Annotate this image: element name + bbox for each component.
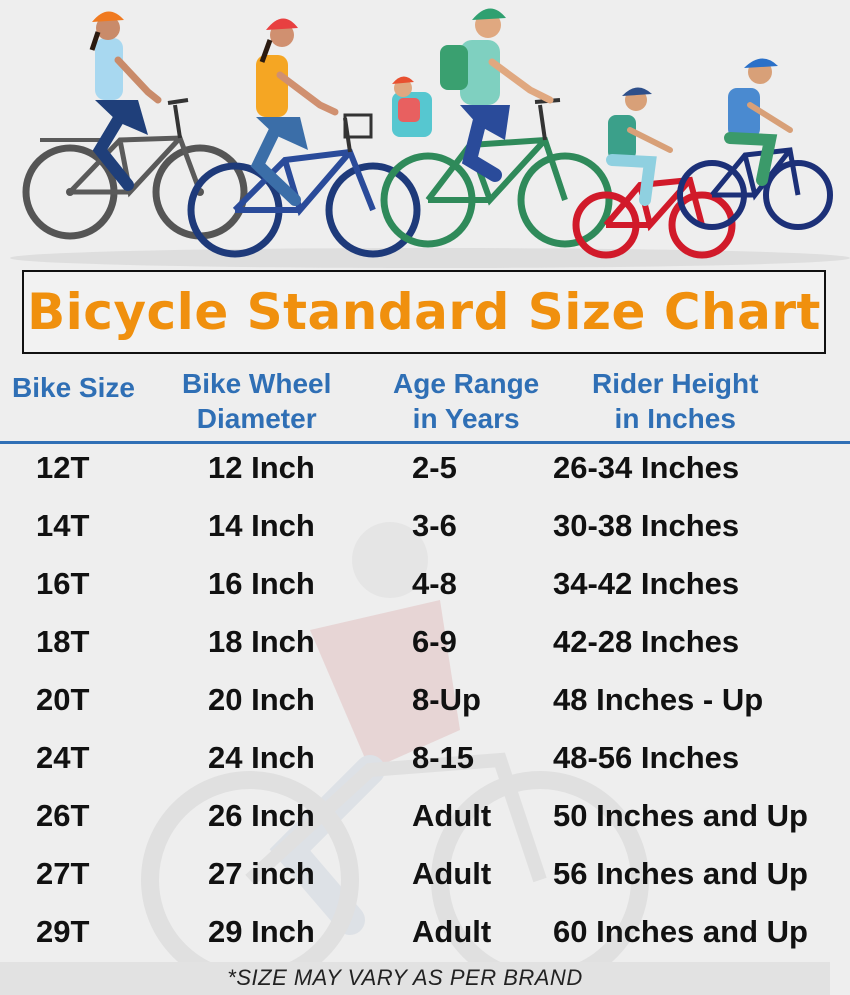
header-age-range-line2: in Years: [412, 403, 520, 434]
navy-bike-icon: [677, 147, 833, 230]
cell-bike-size: 12T: [36, 450, 90, 485]
header-divider: [0, 441, 850, 444]
cell-rider-height: 60 Inches and Up: [553, 914, 808, 949]
header-age-range: Age Range in Years: [393, 366, 539, 436]
cell-bike-size: 27T: [36, 856, 90, 891]
cell-rider-height: 50 Inches and Up: [553, 798, 808, 833]
size-table: 12T 12 Inch 2-5 26-34 Inches 14T 14 Inch…: [0, 447, 850, 969]
cell-wheel-diameter: 20 Inch: [208, 682, 315, 717]
cell-wheel-diameter: 29 Inch: [208, 914, 315, 949]
cell-bike-size: 20T: [36, 682, 90, 717]
cyclists-illustration: [10, 8, 850, 268]
cell-wheel-diameter: 12 Inch: [208, 450, 315, 485]
header-bike-size-line1: Bike Size: [12, 372, 135, 403]
table-row: 16T 16 Inch 4-8 34-42 Inches: [0, 563, 850, 621]
blue-bike-icon: [187, 113, 421, 258]
cell-age-range: 8-Up: [412, 682, 481, 717]
cell-bike-size: 26T: [36, 798, 90, 833]
table-row: 26T 26 Inch Adult 50 Inches and Up: [0, 795, 850, 853]
header-bike-size: Bike Size: [12, 370, 135, 405]
cell-rider-height: 42-28 Inches: [553, 624, 740, 659]
rider-man-backpack-icon: [392, 8, 554, 182]
header-rider-height: Rider Height in Inches: [592, 366, 758, 436]
table-row: 29T 29 Inch Adult 60 Inches and Up: [0, 911, 850, 969]
cell-bike-size: 24T: [36, 740, 90, 775]
cell-age-range: 2-5: [412, 450, 457, 485]
header-rider-height-line2: in Inches: [614, 403, 736, 434]
table-row: 14T 14 Inch 3-6 30-38 Inches: [0, 505, 850, 563]
cell-age-range: 6-9: [412, 624, 457, 659]
cell-wheel-diameter: 16 Inch: [208, 566, 315, 601]
cell-bike-size: 14T: [36, 508, 90, 543]
rider-boy-blue-icon: [724, 58, 793, 186]
footnote-bar: [0, 962, 830, 995]
table-row: 20T 20 Inch 8-Up 48 Inches - Up: [0, 679, 850, 737]
cell-age-range: 4-8: [412, 566, 457, 601]
cell-age-range: Adult: [412, 856, 492, 891]
red-bike-icon: [572, 176, 736, 259]
cell-wheel-diameter: 24 Inch: [208, 740, 315, 775]
cell-age-range: Adult: [412, 798, 492, 833]
cell-wheel-diameter: 26 Inch: [208, 798, 315, 833]
header-wheel-diameter-line2: Diameter: [196, 403, 317, 434]
footnote: *SIZE MAY VARY AS PER BRAND: [227, 965, 583, 990]
table-row: 27T 27 inch Adult 56 Inches and Up: [0, 853, 850, 911]
cell-bike-size: 16T: [36, 566, 90, 601]
header-wheel-diameter: Bike Wheel Diameter: [182, 366, 331, 436]
header-wheel-diameter-line1: Bike Wheel: [182, 368, 332, 399]
cell-rider-height: 48-56 Inches: [553, 740, 740, 775]
cell-bike-size: 18T: [36, 624, 90, 659]
cell-rider-height: 26-34 Inches: [553, 450, 740, 485]
title-box: Bicycle Standard Size Chart: [22, 270, 826, 354]
rider-woman-icon: [89, 11, 162, 191]
cell-rider-height: 30-38 Inches: [553, 508, 740, 543]
page-title: Bicycle Standard Size Chart: [27, 283, 821, 341]
rider-woman-orange-icon: [250, 18, 339, 206]
cell-wheel-diameter: 14 Inch: [208, 508, 315, 543]
table-row: 12T 12 Inch 2-5 26-34 Inches: [0, 447, 850, 505]
table-row: 24T 24 Inch 8-15 48-56 Inches: [0, 737, 850, 795]
table-row: 18T 18 Inch 6-9 42-28 Inches: [0, 621, 850, 679]
cell-rider-height: 48 Inches - Up: [553, 682, 764, 717]
cell-bike-size: 29T: [36, 914, 90, 949]
cell-wheel-diameter: 27 inch: [208, 856, 315, 891]
header-rider-height-line1: Rider Height: [592, 368, 759, 399]
cell-rider-height: 34-42 Inches: [553, 566, 740, 601]
cell-rider-height: 56 Inches and Up: [553, 856, 808, 891]
cell-age-range: 3-6: [412, 508, 457, 543]
cell-age-range: 8-15: [412, 740, 475, 775]
rider-boy-icon: [606, 87, 673, 206]
cell-wheel-diameter: 18 Inch: [208, 624, 315, 659]
header-age-range-line1: Age Range: [393, 368, 540, 399]
cell-age-range: Adult: [412, 914, 492, 949]
